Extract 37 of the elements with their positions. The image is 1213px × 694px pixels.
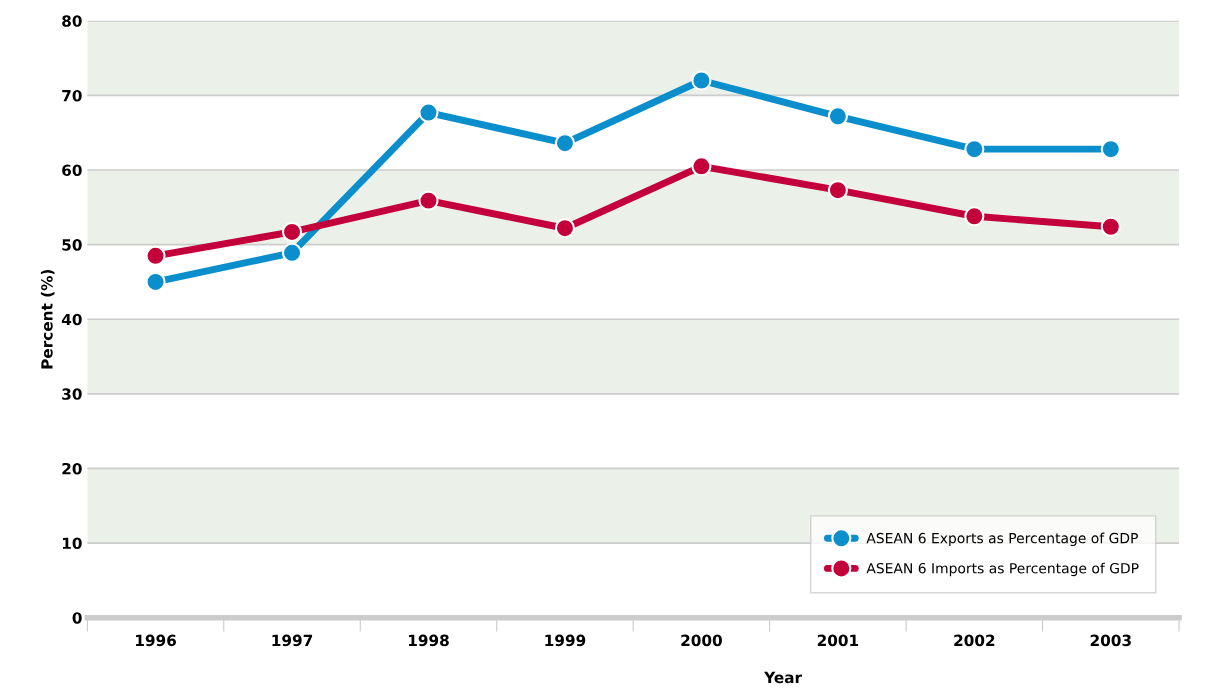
point <box>691 70 712 91</box>
legend-label: ASEAN 6 Exports as Percentage of GDP <box>866 532 1138 547</box>
x-tick-label: 1996 <box>136 634 177 647</box>
y-tick-label: 40 <box>61 313 82 326</box>
point <box>964 139 985 160</box>
point <box>418 190 439 211</box>
x-tick-label: 2002 <box>954 634 995 647</box>
y-tick-label: 20 <box>62 462 82 475</box>
point <box>145 245 166 266</box>
point <box>1100 139 1121 160</box>
x-tick-label: 2000 <box>681 634 722 647</box>
y-tick-label: 50 <box>62 239 82 251</box>
x-tick-label: 2003 <box>1090 634 1131 647</box>
x-tick-label: 1998 <box>408 634 449 647</box>
point <box>827 106 848 127</box>
y-tick-label: 10 <box>62 537 82 550</box>
point <box>691 156 712 177</box>
point <box>281 221 303 243</box>
point <box>418 102 439 123</box>
y-tick-label: 0 <box>72 612 82 624</box>
y-tick-label: 80 <box>62 15 82 27</box>
x-tick-label: 2001 <box>817 634 859 647</box>
y-tick-label: 60 <box>62 164 82 177</box>
legend-label: ASEAN 6 Imports as Percentage of GDP <box>866 562 1139 577</box>
point <box>964 206 985 227</box>
y-axis-title: Percent (%) <box>40 269 55 369</box>
x-tick-label: 1999 <box>545 634 586 647</box>
point <box>554 218 576 239</box>
x-tick-label: 1997 <box>272 634 313 647</box>
x-axis-title: Year <box>764 671 803 684</box>
point <box>1100 216 1121 237</box>
point <box>281 242 303 263</box>
y-tick-label: 70 <box>62 89 82 102</box>
point <box>827 180 848 201</box>
point <box>145 271 166 293</box>
point <box>554 133 576 154</box>
y-tick-label: 30 <box>62 388 82 400</box>
